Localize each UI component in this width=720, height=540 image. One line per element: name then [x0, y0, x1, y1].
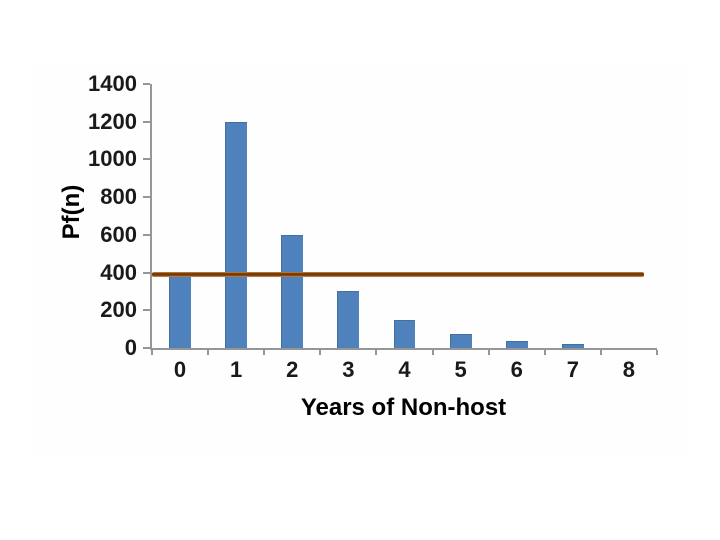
bar-5	[449, 333, 472, 348]
x-tick-label: 4	[398, 357, 411, 382]
y-tick-mark	[143, 271, 150, 274]
y-tick-mark	[143, 347, 150, 349]
y-tick-mark	[143, 83, 150, 85]
x-tick-mark	[207, 350, 210, 355]
y-tick-label: 0	[124, 335, 137, 360]
y-tick-label: 400	[100, 259, 137, 285]
bar-3	[337, 291, 360, 348]
y-tick-mark	[143, 233, 150, 236]
y-axis-tick-labels: 0 200 400 600 800 1000 1200 1400	[40, 71, 137, 360]
y-tick-label: 600	[100, 221, 137, 247]
x-axis-title: Years of Non-host	[300, 394, 507, 421]
chart-frame	[32, 62, 688, 454]
x-tick-mark	[319, 350, 322, 355]
bar-4	[393, 319, 416, 348]
x-tick-label: 3	[342, 357, 355, 382]
x-tick-mark	[487, 350, 490, 355]
x-tick-label: 2	[286, 357, 299, 382]
x-tick-mark	[431, 350, 434, 355]
x-tick-mark	[375, 350, 378, 355]
x-tick-label: 5	[454, 357, 467, 382]
y-tick-label: 1400	[88, 71, 137, 96]
reference-line	[152, 271, 644, 277]
x-tick-mark	[263, 350, 266, 355]
x-tick-label: 0	[173, 357, 187, 382]
y-tick-mark	[143, 120, 150, 123]
x-tick-mark	[599, 350, 602, 355]
x-axis-tick-labels: 0 1 2 3 4 5 6 7 8	[152, 356, 657, 386]
x-tick-label: 8	[622, 357, 636, 382]
x-tick-mark	[656, 350, 658, 355]
y-tick-label: 1000	[88, 146, 137, 172]
x-tick-label: 7	[566, 357, 579, 382]
bar-0	[169, 276, 191, 348]
bar-6	[505, 340, 528, 348]
plot-area	[143, 83, 658, 355]
y-tick-label: 200	[100, 297, 137, 323]
bar-2	[281, 234, 304, 348]
y-tick-label: 1200	[88, 108, 137, 134]
y-tick-mark	[143, 309, 150, 312]
x-tick-mark	[151, 350, 153, 355]
bar-7	[561, 344, 584, 348]
y-tick-mark	[143, 196, 150, 199]
x-tick-mark	[543, 350, 546, 355]
y-tick-mark	[143, 158, 150, 161]
bar-1	[225, 121, 248, 348]
y-tick-label: 800	[100, 184, 137, 210]
x-tick-label: 6	[510, 357, 523, 382]
x-tick-label: 1	[230, 357, 243, 382]
